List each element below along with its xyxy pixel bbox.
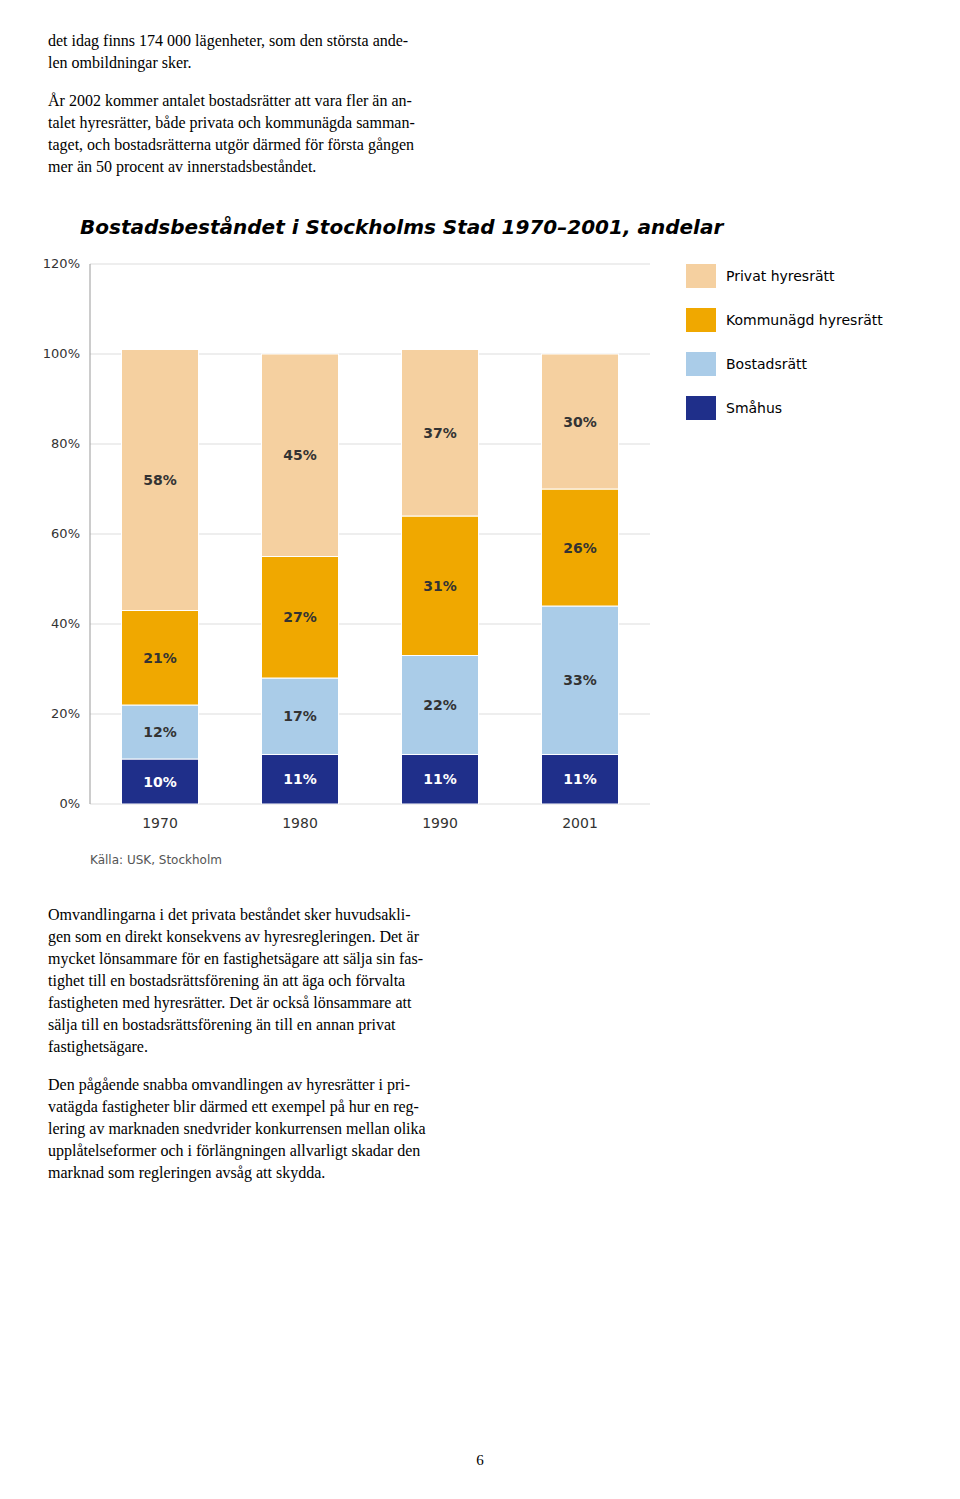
legend-label: Kommunägd hyresrätt	[726, 312, 883, 328]
data-label: 27%	[283, 609, 317, 625]
bar-segment	[262, 678, 339, 755]
page: det idag finns 174 000 lägenheter, som d…	[0, 0, 960, 1499]
legend-label: Privat hyresrätt	[726, 268, 835, 284]
x-tick-label: 2001	[562, 815, 598, 831]
data-labels: 10% 11% 11% 11% 12% 17% 22% 33% 21% 27% 31% 26% 58% 4…	[143, 414, 597, 790]
chart-title: Bostadsbeståndet i Stockholms Stad 1970–…	[80, 215, 724, 239]
y-tick-label: 120%	[43, 256, 80, 271]
bar-segment	[262, 755, 339, 805]
legend-swatch	[686, 264, 716, 288]
grid-line	[90, 264, 650, 265]
bar-segment	[402, 516, 479, 656]
legend-swatch	[686, 308, 716, 332]
bar-segment	[122, 350, 199, 611]
chart: Bostadsbeståndet i Stockholms Stad 1970–…	[0, 194, 960, 894]
text-block: det idag finns 174 000 lägenheter, som d…	[48, 30, 960, 74]
legend: Privat hyresrätt Kommunägd hyresrätt Bosta…	[686, 264, 883, 420]
bar-segment	[122, 759, 199, 804]
x-tick-label: 1980	[282, 815, 318, 831]
bar-segment	[542, 354, 619, 489]
text-block: Omvandlingarna i det privata beståndet s…	[48, 904, 960, 1058]
bar-segment	[262, 354, 339, 557]
bar-segment	[542, 606, 619, 755]
y-tick-label: 20%	[51, 706, 80, 721]
page-number: 6	[0, 1452, 960, 1469]
data-label: 17%	[283, 708, 317, 724]
data-label: 11%	[563, 771, 597, 787]
data-label: 10%	[143, 774, 177, 790]
data-label: 26%	[563, 540, 597, 556]
y-tick-label: 100%	[43, 346, 80, 361]
legend-label: Bostadsrätt	[726, 356, 808, 372]
legend-label: Småhus	[726, 400, 782, 416]
data-label: 31%	[423, 578, 457, 594]
x-tick-label: 1990	[422, 815, 458, 831]
bar-segment	[122, 611, 199, 706]
y-tick-label: 60%	[51, 526, 80, 541]
data-label: 12%	[143, 724, 177, 740]
data-label: 11%	[423, 771, 457, 787]
x-tick-label: 1970	[142, 815, 178, 831]
bar-segment	[402, 755, 479, 805]
bar-segment	[402, 350, 479, 517]
data-label: 11%	[283, 771, 317, 787]
text-block: Den pågående snabba omvandlingen av hyre…	[48, 1074, 960, 1184]
bar-segment	[542, 755, 619, 805]
y-axis-line	[90, 264, 91, 804]
grid	[90, 264, 650, 804]
bar-segment	[262, 557, 339, 679]
bar-segment	[122, 705, 199, 759]
data-label: 58%	[143, 472, 177, 488]
data-label: 21%	[143, 650, 177, 666]
y-tick-label: 40%	[51, 616, 80, 631]
text-block: År 2002 kommer antalet bostadsrätter att…	[48, 90, 960, 178]
bar-segment	[542, 489, 619, 606]
source: Källa: USK, Stockholm	[90, 853, 222, 867]
legend-swatch	[686, 352, 716, 376]
y-tick-label: 0%	[59, 796, 80, 811]
bar-segment	[402, 656, 479, 755]
data-label: 33%	[563, 672, 597, 688]
data-label: 30%	[563, 414, 597, 430]
data-label: 45%	[283, 447, 317, 463]
data-label: 22%	[423, 697, 457, 713]
data-label: 37%	[423, 425, 457, 441]
legend-swatch	[686, 396, 716, 420]
y-tick-label: 80%	[51, 436, 80, 451]
bars	[122, 350, 619, 805]
